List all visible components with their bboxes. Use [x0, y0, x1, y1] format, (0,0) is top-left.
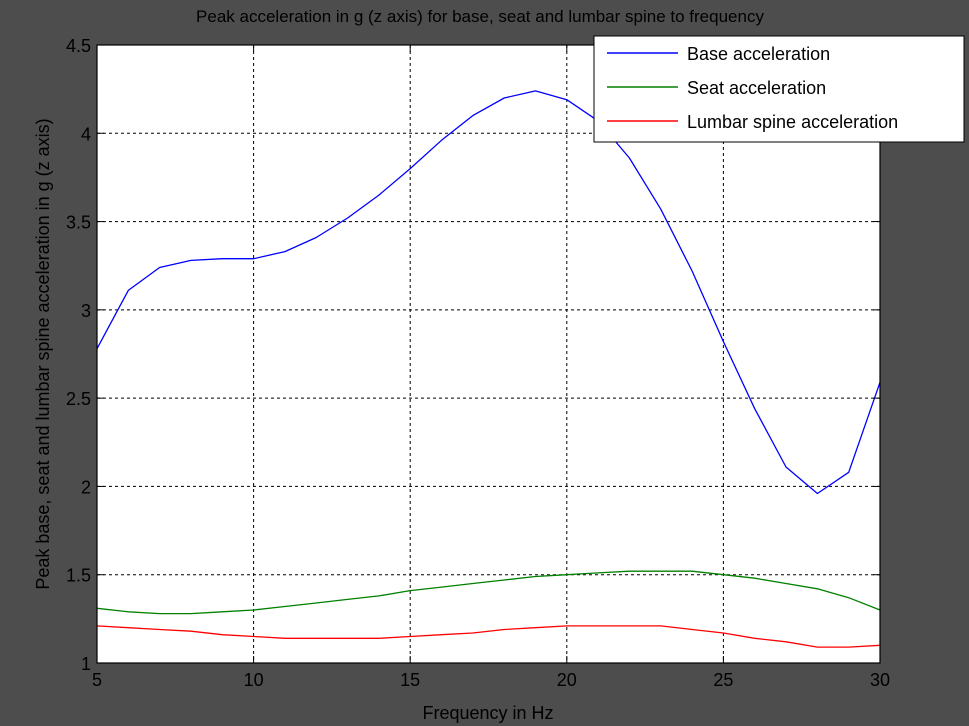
y-tick-label: 3 — [81, 301, 91, 321]
series-line-lumbar-spine-acceleration — [96, 625, 881, 648]
series-line-seat-acceleration — [96, 570, 881, 615]
y-tick-label: 2.5 — [66, 389, 91, 409]
legend-label: Lumbar spine acceleration — [687, 112, 898, 132]
y-tick-label: 4.5 — [66, 36, 91, 56]
x-tick-label: 20 — [557, 670, 577, 690]
x-tick-label: 15 — [400, 670, 420, 690]
plot-frame — [96, 44, 881, 664]
chart-title: Peak acceleration in g (z axis) for base… — [196, 7, 764, 26]
y-tick-label: 4 — [81, 124, 91, 144]
series-line-base-acceleration — [96, 90, 881, 495]
y-axis-label: Peak base, seat and lumbar spine acceler… — [33, 118, 53, 589]
y-tick-label: 2 — [81, 477, 91, 497]
grid-lines — [97, 45, 880, 663]
x-tick-label: 10 — [244, 670, 264, 690]
y-tick-label: 3.5 — [66, 213, 91, 233]
x-tick-labels: 5 10 15 20 25 30 — [92, 670, 890, 690]
legend: Base acceleration Seat acceleration Lumbar… — [593, 35, 965, 143]
x-tick-label: 25 — [713, 670, 733, 690]
series-layer — [96, 90, 881, 648]
x-tick-label: 5 — [92, 670, 102, 690]
x-axis-label: Frequency in Hz — [422, 703, 553, 723]
y-tick-labels: 1 1.5 2 2.5 3 3.5 4 4.5 — [66, 36, 91, 674]
plot-area — [97, 45, 880, 663]
legend-label: Seat acceleration — [687, 78, 826, 98]
x-tick-label: 30 — [870, 670, 890, 690]
y-tick-label: 1 — [81, 654, 91, 674]
legend-label: Base acceleration — [687, 44, 830, 64]
y-tick-label: 1.5 — [66, 566, 91, 586]
